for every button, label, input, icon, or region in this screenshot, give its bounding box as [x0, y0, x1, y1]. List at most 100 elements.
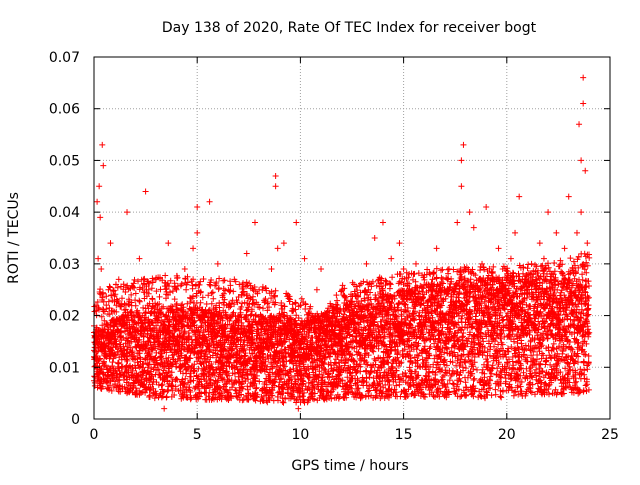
data-point: [460, 141, 467, 148]
data-point: [417, 302, 424, 309]
data-point: [582, 167, 589, 174]
data-point: [161, 405, 168, 412]
data-point: [580, 100, 587, 107]
data-point: [536, 240, 543, 247]
data-point: [330, 307, 337, 314]
data-point: [437, 302, 444, 309]
data-point: [458, 183, 465, 190]
data-point: [540, 255, 547, 262]
data-point: [569, 266, 576, 273]
y-tick-label: 0.02: [49, 309, 80, 325]
data-point: [202, 307, 209, 314]
data-point: [115, 276, 122, 283]
data-point: [557, 302, 564, 309]
data-point: [359, 338, 366, 345]
data-point: [251, 219, 258, 226]
data-point: [499, 266, 506, 273]
data-point: [466, 209, 473, 216]
data-point: [96, 183, 103, 190]
data-point: [584, 240, 591, 247]
data-point: [210, 338, 217, 345]
data-point: [441, 317, 448, 324]
data-point: [94, 198, 101, 205]
data-point: [355, 302, 362, 309]
y-tick-label: 0.06: [49, 102, 80, 118]
data-point: [503, 291, 510, 298]
data-point: [578, 209, 585, 216]
data-point: [140, 369, 147, 376]
data-point: [375, 276, 382, 283]
data-point: [400, 266, 407, 273]
x-tick-label: 10: [291, 427, 309, 443]
data-point: [198, 322, 205, 329]
data-point: [346, 312, 353, 319]
data-point: [177, 317, 184, 324]
y-tick-label: 0.01: [49, 360, 80, 376]
data-point: [520, 297, 527, 304]
data-point: [404, 291, 411, 298]
data-point: [235, 369, 242, 376]
data-point: [181, 266, 188, 273]
data-point: [276, 333, 283, 340]
x-axis-title: GPS time / hours: [291, 458, 408, 474]
data-point: [97, 214, 104, 221]
x-tick-label: 25: [601, 427, 619, 443]
chart-title: Day 138 of 2020, Rate Of TEC Index for r…: [162, 20, 537, 36]
data-point: [272, 172, 279, 179]
data-point: [565, 193, 572, 200]
data-point: [165, 240, 172, 247]
data-point: [474, 302, 481, 309]
x-tick-label: 15: [395, 427, 413, 443]
data-point: [231, 276, 238, 283]
data-point: [450, 286, 457, 293]
y-tick-label: 0.07: [49, 50, 80, 66]
data-point: [144, 302, 151, 309]
data-point: [470, 224, 477, 231]
data-point: [396, 240, 403, 247]
data-point: [545, 209, 552, 216]
axis-ticks: [93, 56, 611, 420]
data-point: [408, 333, 415, 340]
data-point: [425, 281, 432, 288]
data-point: [239, 343, 246, 350]
data-point: [512, 229, 519, 236]
data-point: [371, 235, 378, 241]
data-point: [573, 229, 580, 236]
data-point: [528, 260, 535, 267]
data-point: [268, 266, 275, 273]
data-points: [91, 74, 593, 412]
data-point: [272, 183, 279, 190]
y-tick-label: 0: [71, 412, 80, 428]
data-point: [223, 312, 230, 319]
data-point: [458, 157, 465, 164]
data-point: [351, 281, 358, 288]
data-point: [561, 245, 568, 252]
data-point: [152, 276, 159, 283]
data-point: [167, 307, 174, 314]
data-point: [128, 291, 135, 298]
data-point: [491, 322, 498, 329]
x-tick-label: 0: [90, 427, 99, 443]
data-point: [295, 405, 302, 412]
data-point: [516, 193, 523, 200]
x-tick-label: 5: [193, 427, 202, 443]
data-point: [111, 338, 118, 345]
data-point: [454, 219, 461, 226]
data-point: [105, 286, 112, 293]
data-point: [524, 317, 531, 324]
data-point: [576, 121, 583, 128]
data-point: [388, 255, 395, 262]
data-point: [549, 271, 556, 278]
data-point: [446, 266, 453, 273]
data-point: [297, 302, 304, 309]
data-point: [264, 307, 271, 314]
data-point: [124, 209, 131, 216]
data-point: [367, 317, 374, 324]
data-point: [247, 322, 254, 329]
data-point: [256, 286, 263, 293]
data-point: [379, 219, 386, 226]
data-point: [243, 250, 250, 257]
data-point: [495, 245, 502, 252]
data-point: [293, 219, 300, 226]
